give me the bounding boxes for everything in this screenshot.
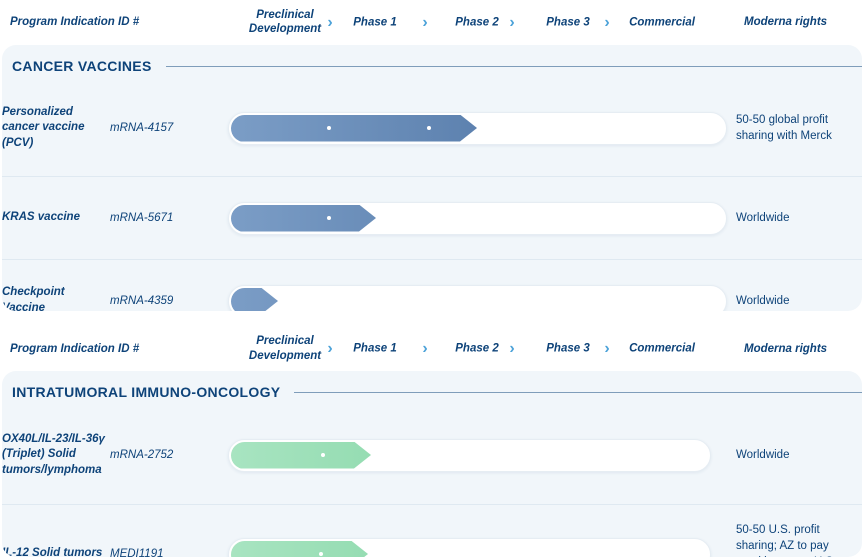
pipeline-row: Personalized cancer vaccine (PCV) mRNA-41… <box>2 80 862 176</box>
pipeline-row: KRAS vaccine mRNA-5671 Worldwide <box>2 176 862 259</box>
indication-label: KRAS vaccine <box>2 211 80 224</box>
progress-track <box>228 537 711 558</box>
column-header-row-top: Program Indication ID # Preclinical Develo… <box>0 0 864 45</box>
phase-progress-cell <box>228 284 728 312</box>
phase-progress-cell <box>228 111 728 145</box>
phase-label-3: Phase 3 <box>546 342 590 355</box>
program-id: mRNA-4157 <box>110 122 174 134</box>
section-title-row: CANCER VACCINES <box>2 45 862 80</box>
chevron-right-icon: › <box>422 340 428 357</box>
progress-arrow-shape <box>231 442 371 469</box>
chevron-right-icon: › <box>604 13 610 31</box>
section-title-row: INTRATUMORAL IMMUNO-ONCOLOGY <box>2 371 862 406</box>
progress-track <box>228 438 711 472</box>
program-id: MEDI1191 <box>110 548 164 557</box>
phase-label-2: Phase 2 <box>455 16 499 29</box>
chevron-right-icon: › <box>604 340 610 357</box>
progress-arrow-shape <box>231 205 376 232</box>
progress-arrow-shape <box>231 541 368 558</box>
section-title: INTRATUMORAL IMMUNO-ONCOLOGY <box>12 384 281 400</box>
progress-arrow-gradient <box>231 442 371 469</box>
phase-label-0: Preclinical Development <box>248 335 322 362</box>
column-header-row-middle: Program Indication ID # Preclinical Develo… <box>0 327 864 371</box>
progress-arrow-shape <box>231 288 278 312</box>
header-program-indication: Program Indication <box>10 16 115 29</box>
progress-arrow-gradient <box>231 205 376 232</box>
progress-arrow <box>231 541 368 558</box>
indication-label: Personalized cancer vaccine (PCV) <box>2 105 85 149</box>
pipeline-row: OX40L/IL-23/IL-36γ (Triplet) Solid tumor… <box>2 406 862 504</box>
progress-track <box>228 201 727 235</box>
phase-progress-cell <box>228 201 728 235</box>
phase-progress-cell <box>228 438 728 472</box>
section-title-rule <box>165 65 862 67</box>
phase-label-1: Phase 1 <box>353 342 397 355</box>
pipeline-row: Checkpoint Vaccine mRNA-4359 Worldwide <box>2 259 862 311</box>
progress-arrow <box>231 442 371 469</box>
phase-label-4: Commercial <box>629 16 695 29</box>
milestone-dot <box>321 453 325 457</box>
progress-arrow <box>231 288 278 312</box>
phase-label-0: Preclinical Development <box>248 8 322 36</box>
header-id: ID # <box>118 16 140 29</box>
rights-label: Worldwide <box>736 448 790 461</box>
header-phase-track: Preclinical Development › Phase 1 › Phase 2 ›… <box>236 327 736 371</box>
indication-label: OX40L/IL-23/IL-36γ (Triplet) Solid tumor… <box>2 432 105 476</box>
pipeline-row: IL-12 Solid tumors MEDI1191 50-50 U.S. pro… <box>2 504 862 557</box>
phase-label-4: Commercial <box>629 342 695 355</box>
header-moderna-rights: Moderna rights <box>744 342 828 355</box>
rights-label: 50-50 U.S. profit sharing; AZ to pay roy… <box>736 523 836 557</box>
progress-arrow-gradient <box>231 288 278 312</box>
progress-arrow-shape <box>231 115 477 142</box>
section-intratumoral-immuno-oncology: INTRATUMORAL IMMUNO-ONCOLOGY OX40L/IL-23/… <box>2 371 862 557</box>
indication-label: IL-12 Solid tumors <box>2 547 103 557</box>
milestone-dot <box>327 126 331 130</box>
rights-label: Worldwide <box>736 294 790 307</box>
progress-arrow <box>231 205 376 232</box>
chevron-right-icon: › <box>327 340 333 357</box>
progress-arrow <box>231 115 477 142</box>
progress-arrow-gradient <box>231 541 368 558</box>
rights-label: 50-50 global profit sharing with Merck <box>736 113 832 142</box>
program-id: mRNA-4359 <box>110 295 174 307</box>
chevron-right-icon: › <box>327 13 333 31</box>
header-id: ID # <box>118 342 140 355</box>
chevron-right-icon: › <box>509 13 515 31</box>
section-title-rule <box>294 391 862 393</box>
phase-label-2: Phase 2 <box>455 342 499 355</box>
program-id: mRNA-5671 <box>110 212 174 224</box>
phase-label-1: Phase 1 <box>353 16 397 29</box>
milestone-dot <box>427 126 431 130</box>
milestone-dot <box>319 552 323 556</box>
section-cancer-vaccines: CANCER VACCINES Personalized cancer vacci… <box>2 45 862 311</box>
header-moderna-rights: Moderna rights <box>744 16 828 29</box>
phase-progress-cell <box>228 537 728 558</box>
rights-label: Worldwide <box>736 211 790 224</box>
section-title: CANCER VACCINES <box>12 58 152 74</box>
progress-track <box>228 111 727 145</box>
phase-label-3: Phase 3 <box>546 16 590 29</box>
chevron-right-icon: › <box>422 13 428 31</box>
program-id: mRNA-2752 <box>110 449 174 461</box>
indication-label: Checkpoint Vaccine <box>2 286 65 311</box>
chevron-right-icon: › <box>509 340 515 357</box>
progress-arrow-gradient <box>231 115 477 142</box>
header-phase-track: Preclinical Development › Phase 1 › Phase 2 ›… <box>236 0 736 45</box>
milestone-dot <box>327 216 331 220</box>
header-program-indication: Program Indication <box>10 342 115 355</box>
progress-track <box>228 284 727 312</box>
